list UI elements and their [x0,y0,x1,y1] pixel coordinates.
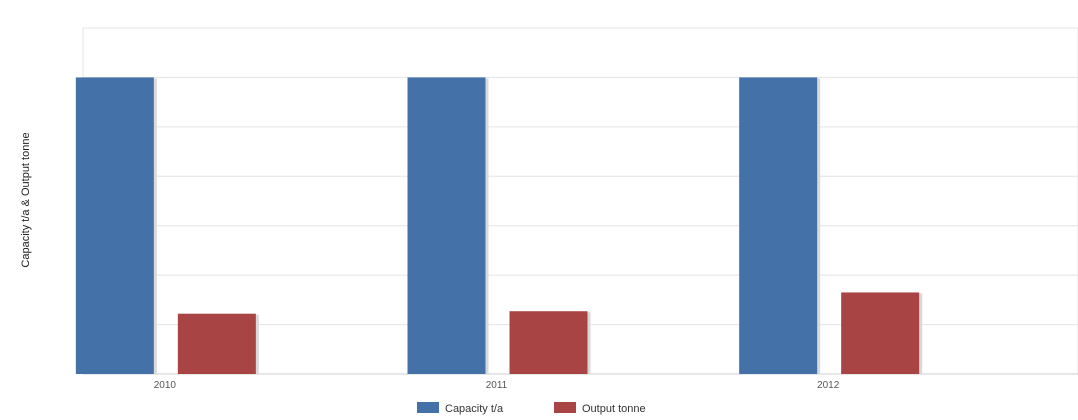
bar-output-tonne-2011 [509,311,588,374]
legend-swatch [554,402,576,413]
legend-label: Capacity t/a [445,403,504,415]
x-tick-label: 2010 [154,380,177,391]
bar-output-tonne-2010 [177,313,256,374]
y-axis-label: Capacity t/a & Output tonne [20,132,32,267]
bar-capacity-t-a-2012 [739,77,818,374]
x-tick-label: 2011 [486,380,508,391]
bar-output-tonne-2012 [841,292,920,374]
x-tick-labels: 2010 2011 2012 [154,380,840,391]
bar-capacity-t-a-2011 [407,77,486,374]
legend-swatch [417,402,439,413]
legend: Capacity t/a Output tonne [417,402,646,415]
bar-capacity-t-a-2010 [75,77,154,374]
legend-label: Output tonne [582,403,646,415]
x-tick-label: 2012 [817,380,840,391]
bars [75,77,923,374]
